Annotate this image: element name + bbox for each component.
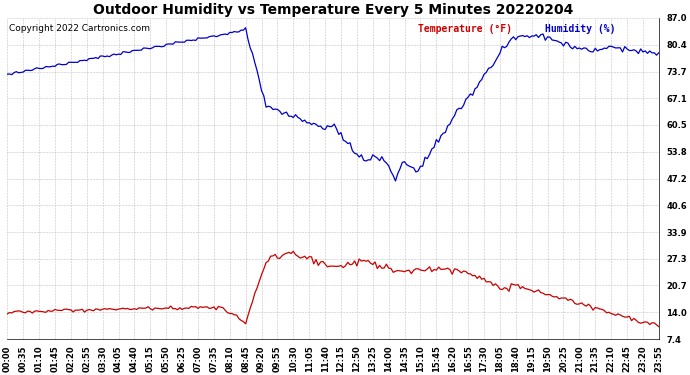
Text: Temperature (°F): Temperature (°F) [417, 24, 512, 34]
Text: Copyright 2022 Cartronics.com: Copyright 2022 Cartronics.com [8, 24, 150, 33]
Title: Outdoor Humidity vs Temperature Every 5 Minutes 20220204: Outdoor Humidity vs Temperature Every 5 … [93, 3, 573, 17]
Text: Humidity (%): Humidity (%) [545, 24, 615, 34]
